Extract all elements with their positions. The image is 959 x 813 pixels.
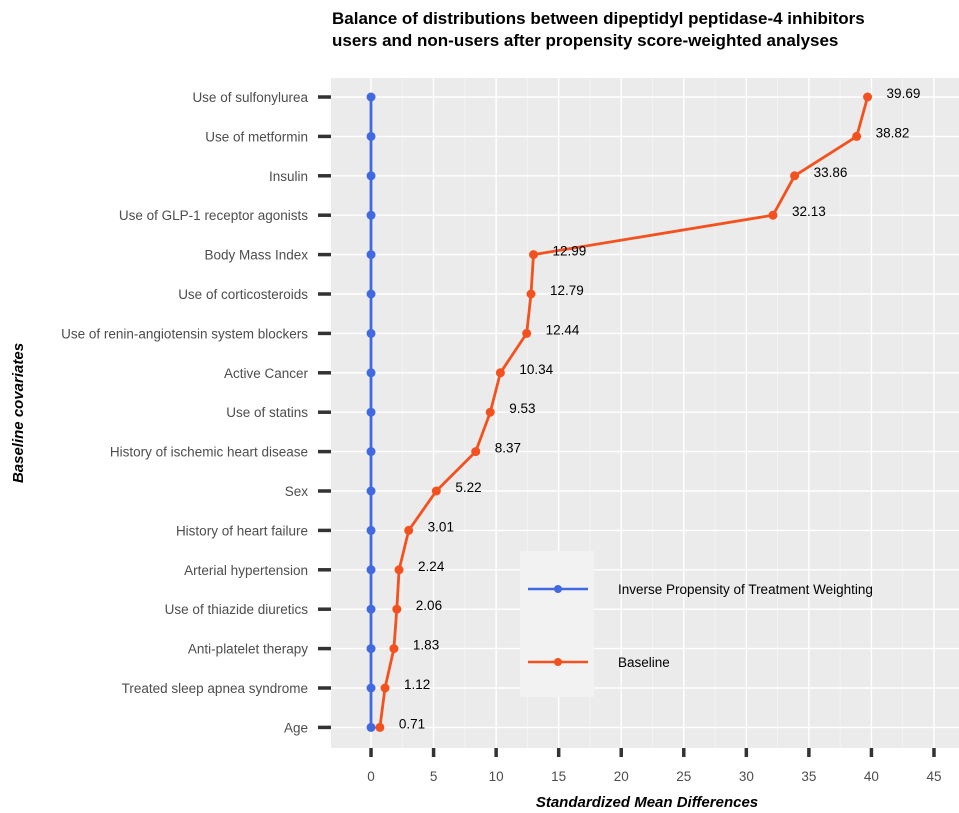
x-tick-label: 20	[614, 769, 629, 784]
series-0-point	[366, 683, 376, 693]
series-1-point	[768, 210, 778, 220]
y-category-label: Insulin	[269, 169, 308, 184]
series-0-point	[366, 604, 376, 614]
legend-marker-ipw	[554, 585, 562, 593]
y-category-label: Use of GLP-1 receptor agonists	[119, 208, 308, 223]
series-0-point	[366, 328, 376, 338]
legend: Inverse Propensity of Treatment Weightin…	[520, 551, 873, 697]
data-label: 10.34	[519, 362, 553, 377]
y-category-label: Use of sulfonylurea	[192, 90, 308, 105]
y-axis: Use of sulfonylurea Use of metformin Insul…	[61, 90, 331, 735]
x-tick-label: 30	[739, 769, 754, 784]
data-labels: 39.69 38.82 33.86 32.13 12.99 12.79 12.44 10.34…	[399, 86, 920, 731]
series-1-point	[526, 289, 536, 299]
series-0-point	[366, 722, 376, 732]
data-label: 1.83	[413, 638, 439, 653]
data-label: 39.69	[887, 86, 921, 101]
series-0-point	[366, 407, 376, 417]
series-1-point	[375, 722, 385, 732]
series-1-point	[852, 131, 862, 141]
chart-title-line-1: Balance of distributions between dipepti…	[332, 9, 865, 28]
y-category-label: Sex	[285, 484, 309, 499]
data-label: 12.79	[550, 283, 584, 298]
series-1-point	[522, 328, 532, 338]
y-category-label: Anti-platelet therapy	[188, 642, 308, 657]
data-label: 1.12	[404, 677, 430, 692]
y-category-label: Use of thiazide diuretics	[165, 602, 309, 617]
y-axis-title: Baseline covariates	[10, 343, 27, 483]
y-category-label: Treated sleep apnea syndrome	[122, 681, 308, 696]
series-1-point	[471, 447, 481, 457]
series-1-point	[392, 604, 402, 614]
series-0-point	[366, 644, 376, 654]
data-label: 38.82	[876, 125, 910, 140]
series-0-point	[366, 250, 376, 260]
series-1-point	[380, 683, 390, 693]
data-label: 33.86	[814, 165, 848, 180]
y-category-label: Body Mass Index	[204, 248, 308, 263]
legend-label-baseline: Baseline	[618, 655, 670, 670]
data-label: 3.01	[428, 519, 454, 534]
data-label: 12.44	[546, 322, 580, 337]
series-0-point	[366, 210, 376, 220]
data-label: 32.13	[792, 204, 826, 219]
chart-title-line-2: users and non-users after propensity sco…	[332, 31, 838, 50]
series-1-point	[404, 525, 414, 535]
series-1-point	[389, 644, 399, 654]
series-1-point	[394, 565, 404, 575]
y-category-label: Age	[284, 720, 308, 735]
series-layer	[366, 92, 873, 732]
y-category-label: Arterial hypertension	[184, 563, 308, 578]
series-1-point	[790, 171, 800, 181]
y-category-label: History of heart failure	[176, 523, 308, 538]
data-label: 5.22	[455, 480, 481, 495]
y-category-label: Active Cancer	[224, 366, 309, 381]
x-tick-label: 5	[430, 769, 438, 784]
x-axis: 0 5 10 15 20 25 30 35 40 45	[367, 748, 941, 784]
y-category-label: History of ischemic heart disease	[110, 445, 308, 460]
series-0-point	[366, 525, 376, 535]
series-0-point	[366, 131, 376, 141]
series-1-point	[495, 368, 505, 378]
legend-label-ipw: Inverse Propensity of Treatment Weightin…	[618, 582, 873, 597]
series-0-point	[366, 447, 376, 457]
series-0-point	[366, 368, 376, 378]
data-label: 8.37	[495, 441, 521, 456]
data-label: 12.99	[553, 244, 587, 259]
series-0-point	[366, 171, 376, 181]
x-tick-label: 0	[367, 769, 375, 784]
x-axis-title: Standardized Mean Differences	[536, 794, 758, 811]
y-category-label: Use of corticosteroids	[178, 287, 308, 302]
series-1-point	[529, 250, 539, 260]
data-label: 2.24	[418, 559, 445, 574]
y-category-label: Use of metformin	[205, 129, 308, 144]
x-tick-label: 15	[551, 769, 566, 784]
plot-panel	[331, 78, 959, 748]
series-0-point	[366, 289, 376, 299]
series-1-point	[485, 407, 495, 417]
x-tick-label: 25	[676, 769, 691, 784]
x-tick-label: 35	[801, 769, 816, 784]
x-tick-label: 40	[864, 769, 879, 784]
x-tick-label: 45	[926, 769, 941, 784]
series-0-point	[366, 92, 376, 102]
data-label: 0.71	[399, 716, 425, 731]
legend-key-background	[520, 551, 594, 697]
legend-marker-baseline	[554, 658, 562, 666]
series-1-point	[431, 486, 441, 496]
data-label: 9.53	[509, 401, 535, 416]
series-1-point	[863, 92, 873, 102]
y-category-label: Use of renin-angiotensin system blockers	[61, 326, 308, 341]
series-0-point	[366, 486, 376, 496]
series-0-point	[366, 565, 376, 575]
x-tick-label: 10	[489, 769, 504, 784]
data-label: 2.06	[416, 598, 442, 613]
y-category-label: Use of statins	[226, 405, 308, 420]
